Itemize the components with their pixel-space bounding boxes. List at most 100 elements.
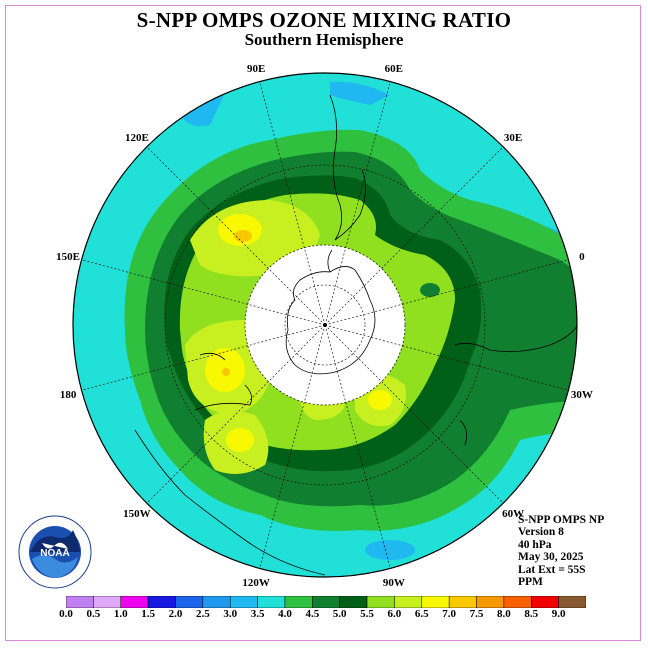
longitude-label: 30E: [504, 132, 522, 144]
info-date: May 30, 2025: [518, 551, 584, 564]
colorbar-label: 1.5: [141, 608, 155, 620]
colorbar-swatch: [66, 596, 94, 608]
noaa-logo-text: NOAA: [40, 548, 69, 559]
contour-6.5-7.0: [368, 390, 392, 410]
longitude-label: 120W: [242, 577, 270, 589]
colorbar-label: 6.0: [387, 608, 402, 620]
colorbar-swatch: [93, 596, 121, 608]
antarctica-coast: [285, 266, 376, 375]
colorbar-swatch: [202, 596, 231, 608]
tasmania-coast: [194, 384, 253, 411]
longitude-labels: 90W 60W 30W 0 30E 60E 90E 120E 150E 180 150W 120W: [56, 63, 593, 589]
coastlines: [134, 94, 577, 576]
colorbar-label: 2.5: [195, 608, 210, 620]
info-block: S-NPP OMPS NP Version 8 40 hPa May 30, 2…: [518, 514, 604, 588]
colorbar-label: 4.5: [305, 608, 320, 620]
colorbar-swatch: [284, 596, 313, 608]
longitude-label: 60W: [502, 508, 524, 520]
figure-frame: [5, 5, 641, 641]
meridian-line: [324, 324, 391, 569]
colorbar-label: 1.0: [113, 608, 128, 620]
africa-coast: [454, 319, 577, 353]
latitude-circle: [244, 244, 406, 406]
contour-4.5-5.0-spot: [420, 283, 440, 297]
meridian-line: [324, 324, 569, 391]
info-lat-ext: Lat Ext = 55S: [518, 563, 586, 576]
colorbar-swatch: [147, 596, 176, 608]
meridian-line: [324, 324, 504, 504]
colorbar-swatch: [339, 596, 368, 608]
colorbar-swatch: [366, 596, 395, 608]
map-title: S-NPP OMPS OZONE MIXING RATIO: [136, 8, 512, 32]
meridian-line: [81, 324, 326, 391]
info-units: PPM: [518, 576, 543, 589]
meridian-line: [259, 324, 326, 569]
colorbar-label: 2.0: [168, 608, 183, 620]
info-version: Version 8: [518, 526, 564, 539]
ozone-field: [73, 73, 577, 577]
longitude-label: 180: [60, 389, 77, 401]
new-zealand-coast: [199, 352, 226, 361]
meridian-line: [81, 259, 326, 326]
contour-7.0-7.5: [222, 368, 230, 376]
meridian-line: [146, 324, 326, 504]
meridian-line: [324, 81, 391, 326]
colorbar-label: 6.5: [414, 608, 429, 620]
south-america-coast: [329, 94, 366, 241]
longitude-label: 0: [579, 251, 585, 263]
antarctic-peninsula: [327, 249, 333, 273]
meridian-line: [324, 146, 504, 326]
colorbar-swatch: [257, 596, 286, 608]
longitude-label: 90E: [247, 63, 265, 75]
info-pressure: 40 hPa: [518, 538, 552, 551]
colorbar-swatch: [394, 596, 423, 608]
colorbar-swatch: [175, 596, 204, 608]
map-subtitle: Southern Hemisphere: [244, 30, 404, 49]
latitude-circle: [284, 284, 366, 366]
colorbar-label: 3.0: [223, 608, 238, 620]
colorbar-label: 0.5: [86, 608, 101, 620]
colorbar-label: 7.0: [442, 608, 457, 620]
colorbar-label: 5.0: [332, 608, 347, 620]
longitude-label: 30W: [571, 389, 593, 401]
colorbar-label: 9.0: [551, 608, 566, 620]
colorbar-swatch: [476, 596, 505, 608]
colorbar: [66, 596, 586, 608]
longitude-label: 90W: [383, 577, 405, 589]
colorbar-label: 8.5: [524, 608, 539, 620]
colorbar-swatch: [503, 596, 532, 608]
colorbar-swatch: [558, 596, 586, 608]
contour-3.0-3.5-patch: [330, 81, 390, 105]
meridian-line: [259, 81, 326, 326]
longitude-label: 120E: [125, 132, 149, 144]
latitude-circle: [164, 164, 486, 486]
longitude-label: 60E: [385, 63, 403, 75]
south-pole-marker: [323, 323, 327, 327]
noaa-logo: NOAA: [18, 515, 92, 589]
colorbar-swatch: [120, 596, 149, 608]
colorbar-swatch: [229, 596, 258, 608]
longitude-label: 150E: [56, 251, 80, 263]
colorbar-swatch: [312, 596, 340, 608]
colorbar-label: 3.5: [250, 608, 265, 620]
colorbar-labels: 0.0 0.5 1.0 1.5 2.0 2.5 3.0 3.5 4.0 4.5 5.0 5.5 6.0 6…: [0, 608, 648, 622]
map-boundary: [72, 72, 578, 578]
colorbar-label: 8.0: [497, 608, 511, 620]
meridian-line: [324, 259, 569, 326]
colorbar-label: 5.5: [360, 608, 374, 620]
contour-3.0-3.5-patch: [365, 540, 415, 560]
info-instrument: S-NPP OMPS NP: [518, 514, 605, 526]
colorbar-swatch: [421, 596, 450, 608]
colorbar-swatch: [531, 596, 559, 608]
madagascar-coast: [459, 419, 468, 446]
colorbar-label: 7.5: [469, 608, 484, 620]
colorbar-swatch: [448, 596, 477, 608]
meridian-lines: [81, 81, 569, 569]
longitude-label: 150W: [123, 508, 151, 520]
colorbar-label: 4.0: [278, 608, 292, 620]
contour-6.5-7.0: [226, 428, 254, 452]
colorbar-label: 0.0: [59, 608, 73, 620]
contour-7.0-7.5: [234, 230, 252, 242]
australia-coast: [134, 429, 326, 576]
